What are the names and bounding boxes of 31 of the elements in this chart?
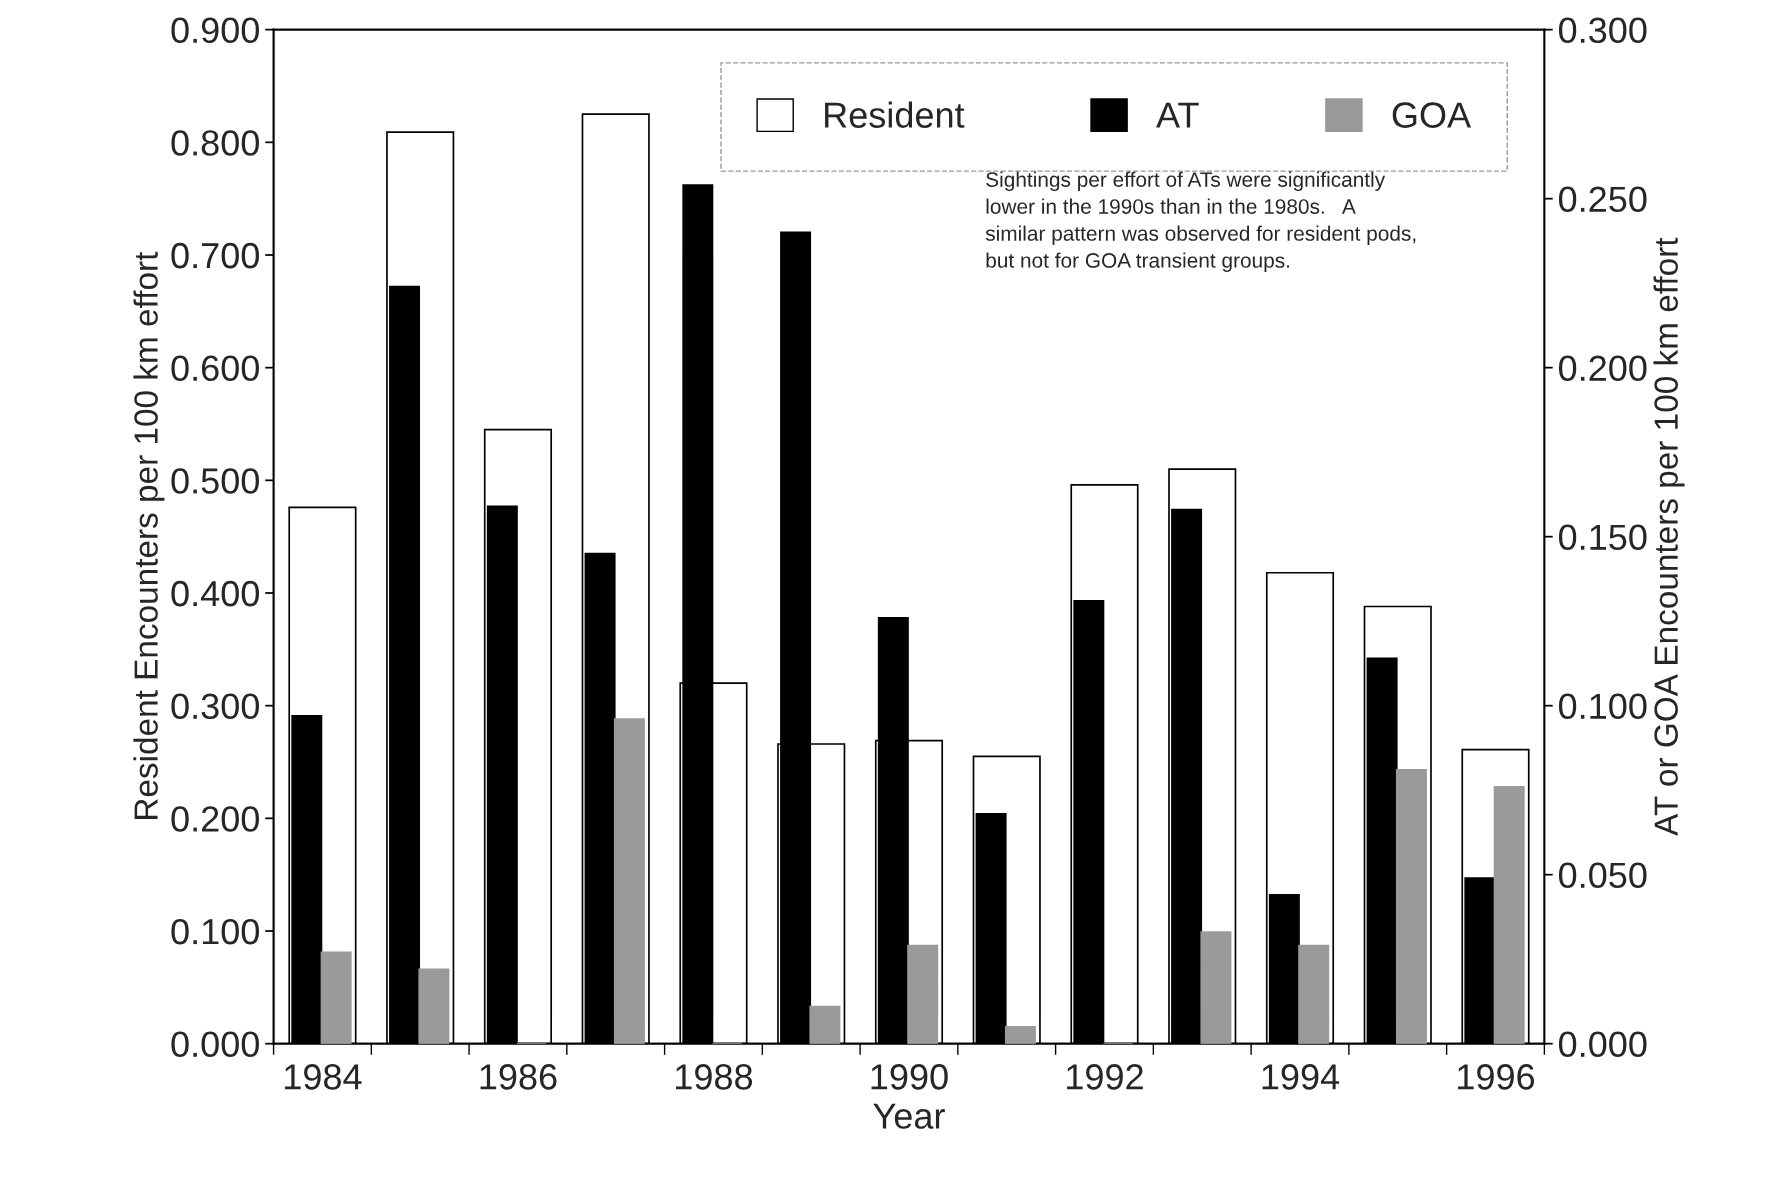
- x-tick-label: 1992: [1067, 1064, 1143, 1090]
- y2-tick-label: 0.250: [1558, 186, 1647, 213]
- y2-axis-title: AT or GOA Encounters per 100 km effort: [1653, 237, 1685, 836]
- legend-label: AT: [1156, 102, 1199, 128]
- y-tick-label: 0.700: [171, 242, 259, 269]
- x-axis-title: Year: [873, 1103, 945, 1129]
- y-tick-label: 0.600: [171, 355, 259, 382]
- y-tick-label: 0.500: [171, 468, 259, 494]
- x-tick-label: 1984: [285, 1064, 362, 1090]
- legend-label: Resident: [825, 101, 965, 128]
- y2-tick-label: 0.100: [1558, 693, 1647, 720]
- y2-tick-label: 0.050: [1558, 862, 1647, 889]
- x-tick-label: 1994: [1262, 1064, 1340, 1090]
- y2-tick-label: 0.200: [1558, 355, 1647, 382]
- y-tick-label: 0.900: [171, 17, 259, 44]
- y-tick-label: 0.200: [171, 806, 259, 832]
- y2-tick-label: 0.150: [1558, 524, 1647, 551]
- annotation: Sightings per effort of ATs were significantly lower in the 1990s than in the 1980s. A similar pattern was observed for resident pods, but not for GOA transient groups.: [985, 171, 1416, 272]
- y-axis-title: Resident Encounters per 100 km effort: [133, 251, 165, 819]
- legend-label: GOA: [1392, 102, 1472, 128]
- y-tick-label: 0.400: [171, 580, 259, 607]
- y2-tick-label: 0.000: [1558, 1031, 1647, 1058]
- y-tick-label: 0.800: [171, 130, 259, 156]
- y-tick-label: 0.300: [171, 693, 259, 720]
- x-tick-label: 1986: [480, 1064, 557, 1090]
- y-tick-label: 0.000: [171, 1031, 259, 1058]
- y-tick-label: 0.100: [171, 918, 259, 945]
- x-tick-label: 1988: [676, 1064, 753, 1090]
- x-tick-label: 1996: [1458, 1064, 1535, 1090]
- x-tick-label: 1990: [871, 1064, 948, 1090]
- y2-tick-label: 0.300: [1558, 17, 1647, 44]
